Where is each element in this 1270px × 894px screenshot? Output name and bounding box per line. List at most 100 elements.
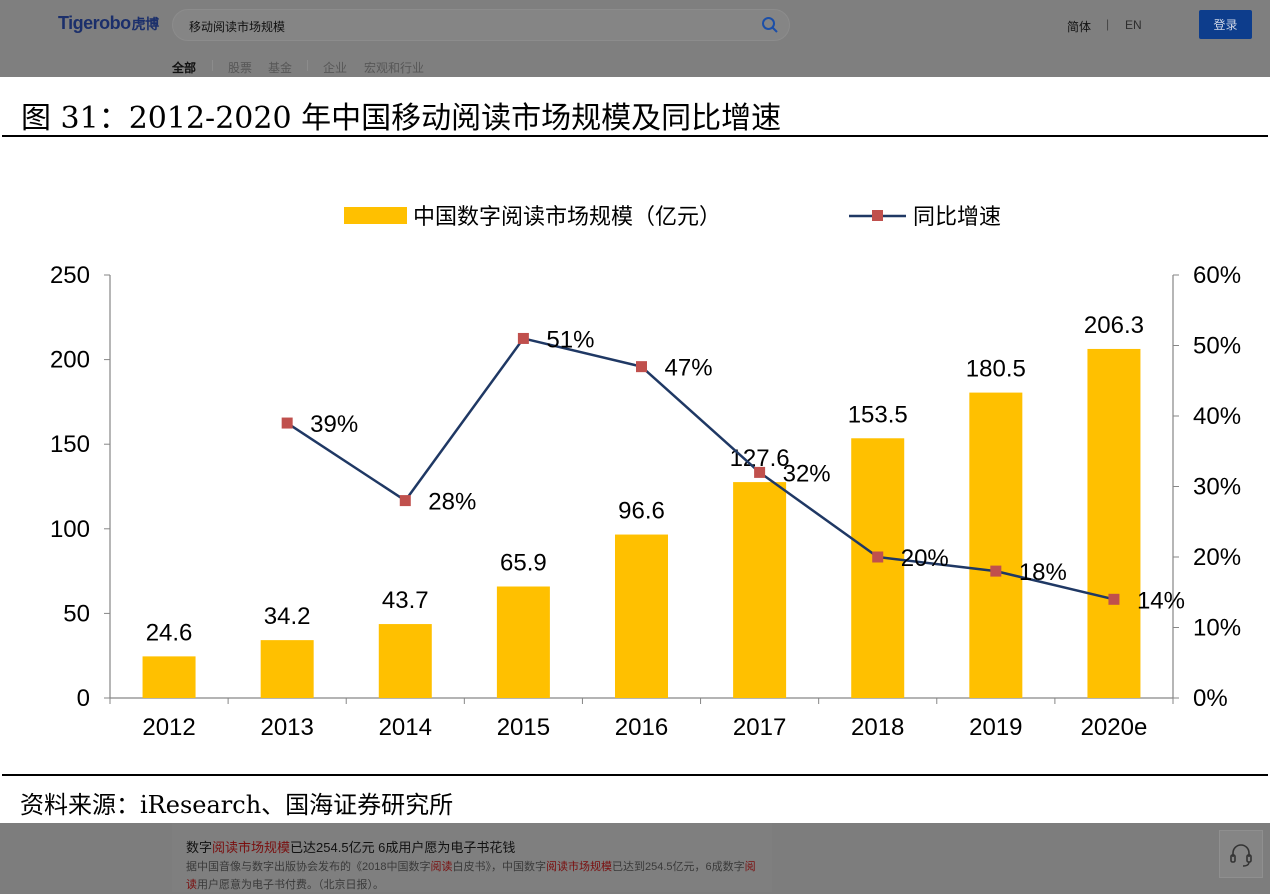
growth-line-segment bbox=[877, 555, 996, 573]
x-axis-tick-label: 2018 bbox=[851, 714, 904, 741]
tab-all[interactable]: 全部 bbox=[172, 61, 197, 75]
news-title-highlight: 阅读市场规模 bbox=[212, 840, 291, 855]
x-axis-tick-label: 2015 bbox=[497, 714, 550, 741]
bar bbox=[615, 534, 668, 698]
report-figure: 图 31：2012-2020 年中国移动阅读市场规模及同比增速 0 50 100 15… bbox=[0, 77, 1270, 823]
left-axis-tick-label: 200 bbox=[50, 347, 90, 374]
bar bbox=[969, 392, 1023, 698]
right-axis-tick-label: 20% bbox=[1193, 544, 1241, 571]
growth-line-segment bbox=[404, 337, 525, 502]
left-axis-tick-label: 0 bbox=[77, 685, 90, 712]
bar-data-label: 180.5 bbox=[966, 356, 1026, 383]
growth-line-segment bbox=[995, 569, 1115, 601]
legend-line-label: 同比增速 bbox=[913, 205, 1001, 230]
growth-line-segment bbox=[523, 337, 642, 368]
right-axis-tick-label: 40% bbox=[1193, 403, 1241, 430]
headset-icon bbox=[1230, 844, 1252, 867]
growth-data-label: 32% bbox=[783, 460, 831, 487]
news-desc-highlight: 阅读 bbox=[430, 861, 453, 873]
search-input[interactable] bbox=[187, 15, 751, 37]
growth-line-segment bbox=[640, 365, 761, 474]
bar bbox=[142, 656, 196, 698]
bar bbox=[260, 640, 314, 698]
growth-line-segment bbox=[758, 471, 879, 559]
right-axis-tick-label: 60% bbox=[1193, 262, 1241, 289]
x-axis-tick-label: 2013 bbox=[260, 714, 313, 741]
title-rule bbox=[2, 135, 1268, 137]
left-axis-tick-label: 250 bbox=[50, 262, 90, 289]
bar-data-label: 153.5 bbox=[848, 401, 908, 428]
bar-data-label: 96.6 bbox=[618, 498, 665, 525]
x-axis-tick-label: 2020e bbox=[1081, 714, 1148, 741]
right-axis-tick-label: 50% bbox=[1193, 333, 1241, 360]
news-desc-highlight: 阅读市场规模 bbox=[545, 861, 612, 873]
growth-data-label: 14% bbox=[1137, 587, 1185, 614]
bar bbox=[378, 624, 432, 698]
x-axis-tick-label: 2012 bbox=[142, 714, 195, 741]
x-axis-tick-label: 2017 bbox=[733, 714, 786, 741]
growth-data-label: 47% bbox=[665, 355, 713, 382]
legend-bar-swatch bbox=[344, 207, 407, 224]
news-desc-part: 用户愿意为电子书付费。（北京日报）。 bbox=[197, 879, 384, 891]
legend-bar-label: 中国数字阅读市场规模（亿元） bbox=[413, 205, 721, 230]
right-axis-tick-label: 30% bbox=[1193, 474, 1241, 501]
news-desc-highlight: 阅读 bbox=[186, 861, 756, 891]
news-title-part: 已达254.5亿元 6成用户愿为电子书花钱 bbox=[290, 840, 516, 855]
news-result[interactable]: 数字阅读市场规模已达254.5亿元 6成用户愿为电子书花钱 据中国音像与数字出版… bbox=[172, 823, 772, 892]
customer-service-button[interactable] bbox=[1219, 830, 1263, 878]
bar bbox=[851, 438, 905, 698]
growth-line-segment bbox=[286, 422, 406, 502]
combo-chart: 0 50 100 150 200 250 0% 10% 20% 30% 40% 50% 60% 2012 2… bbox=[50, 205, 1241, 741]
growth-data-label: 18% bbox=[1019, 559, 1067, 586]
growth-marker bbox=[281, 417, 293, 429]
growth-marker bbox=[517, 332, 529, 344]
tab-stocks[interactable]: 股票 bbox=[228, 61, 253, 75]
tab-macro-industry[interactable]: 宏观和行业 bbox=[364, 61, 425, 75]
bar-data-label: 65.9 bbox=[500, 549, 547, 576]
lang-cn-link[interactable]: 简体 bbox=[1067, 20, 1092, 34]
search-box bbox=[172, 9, 790, 41]
legend-line-marker bbox=[872, 210, 883, 221]
figure-title: 图 31：2012-2020 年中国移动阅读市场规模及同比增速 bbox=[21, 101, 782, 136]
bar-data-label: 43.7 bbox=[382, 587, 429, 614]
growth-marker bbox=[399, 495, 411, 507]
growth-data-label: 20% bbox=[901, 545, 949, 572]
news-description: 据中国音像与数字出版协会发布的《2018中国数字阅读白皮书》，中国数字阅读市场规… bbox=[186, 858, 766, 894]
x-axis-tick-label: 2016 bbox=[615, 714, 668, 741]
lang-separator: | bbox=[1106, 17, 1110, 31]
bar-data-label: 206.3 bbox=[1084, 312, 1144, 339]
news-title-part: 数字 bbox=[186, 840, 213, 855]
left-axis-tick-label: 100 bbox=[50, 516, 90, 543]
right-axis-tick-label: 0% bbox=[1193, 685, 1228, 712]
growth-marker bbox=[872, 551, 884, 563]
tab-companies[interactable]: 企业 bbox=[323, 61, 348, 75]
news-desc-part: 白皮书》，中国数字 bbox=[452, 861, 546, 873]
lang-en-link[interactable]: EN bbox=[1125, 18, 1142, 32]
login-button[interactable]: 登录 bbox=[1199, 10, 1252, 39]
growth-data-label: 51% bbox=[546, 326, 594, 353]
bar-data-label: 34.2 bbox=[264, 603, 311, 630]
growth-marker bbox=[636, 361, 647, 373]
growth-marker bbox=[754, 466, 766, 478]
x-axis-tick-label: 2014 bbox=[379, 714, 432, 741]
search-icon[interactable] bbox=[761, 16, 779, 34]
top-bar: Tigerobo虎博 简体 | EN 登录 全部 股票 基金 企业 宏观和行业 bbox=[0, 0, 1270, 77]
x-axis-tick-label: 2019 bbox=[969, 714, 1022, 741]
left-axis-tick-label: 50 bbox=[63, 600, 90, 627]
site-logo[interactable]: Tigerobo虎博 bbox=[58, 13, 159, 34]
bar-data-label: 24.6 bbox=[146, 619, 193, 646]
growth-marker bbox=[1108, 593, 1120, 605]
right-axis-tick-label: 10% bbox=[1193, 615, 1241, 642]
growth-data-label: 39% bbox=[310, 411, 358, 438]
growth-marker bbox=[990, 565, 1002, 577]
source-rule bbox=[2, 774, 1268, 776]
news-title[interactable]: 数字阅读市场规模已达254.5亿元 6成用户愿为电子书花钱 bbox=[186, 837, 515, 856]
bar bbox=[733, 482, 787, 698]
figure-source: 资料来源：iResearch、国海证券研究所 bbox=[20, 791, 454, 819]
news-desc-part: 已达到254.5亿元，6成数字 bbox=[611, 861, 745, 873]
news-desc-part: 据中国音像与数字出版协会发布的《2018中国数字 bbox=[186, 861, 431, 873]
tab-funds[interactable]: 基金 bbox=[268, 61, 293, 75]
left-axis-tick-label: 150 bbox=[50, 431, 90, 458]
logo-text: Tigerobo bbox=[58, 13, 131, 33]
bar bbox=[1087, 348, 1141, 698]
